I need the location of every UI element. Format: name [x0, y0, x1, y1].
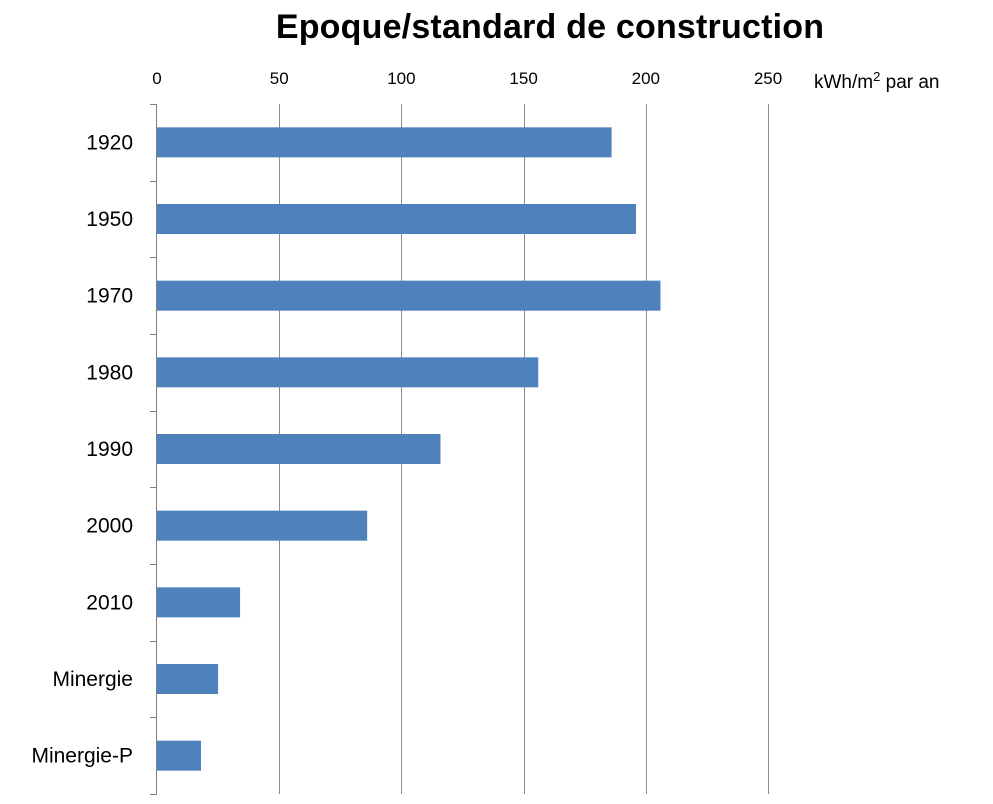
- bar-1950: [157, 204, 637, 234]
- bar-minergie-p: [157, 740, 201, 771]
- bars: [157, 127, 661, 771]
- bar-1990: [157, 434, 441, 464]
- category-label: Minergie-P: [31, 745, 133, 768]
- category-label: Minergie: [52, 668, 133, 691]
- x-axis-unit-label: kWh/m2 par an: [814, 69, 940, 93]
- category-label: 1920: [86, 131, 133, 154]
- chart-title: Epoque/standard de construction: [275, 8, 825, 46]
- x-tick-label: 250: [754, 69, 782, 88]
- category-label: 2010: [86, 591, 133, 614]
- category-label: 1950: [86, 208, 133, 231]
- unit-suffix: par an: [880, 72, 939, 93]
- x-tick-label: 200: [632, 69, 660, 88]
- x-tick-label: 100: [387, 69, 415, 88]
- bar-1920: [157, 127, 612, 158]
- unit-superscript: 2: [873, 69, 880, 84]
- y-axis: [150, 104, 157, 795]
- category-labels: 1920 1950 1970 1980 1990 2000 2010 Minergie Mine…: [31, 131, 133, 767]
- category-label: 1980: [86, 361, 133, 384]
- unit-main: kWh/m: [814, 72, 873, 93]
- bar-minergie: [157, 664, 219, 694]
- x-tick-label: 150: [509, 69, 537, 88]
- category-label: 2000: [86, 515, 133, 538]
- x-tick-label: 0: [152, 69, 161, 88]
- x-tick-labels: 0 50 100 150 200 250: [152, 69, 782, 88]
- x-tick-label: 50: [270, 69, 289, 88]
- bar-2000: [157, 510, 368, 541]
- bar-1980: [157, 357, 539, 388]
- bar-1970: [157, 280, 661, 311]
- bar-2010: [157, 587, 241, 618]
- category-label: 1970: [86, 285, 133, 308]
- category-label: 1990: [86, 438, 133, 461]
